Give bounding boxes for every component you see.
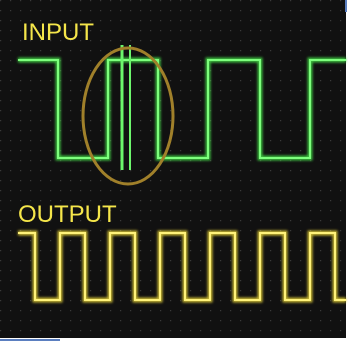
output-label: OUTPUT	[18, 201, 117, 228]
grid-dots	[0, 0, 346, 338]
input-label: INPUT	[22, 19, 94, 46]
scope-screen: INPUT OUTPUT	[0, 0, 354, 345]
page: {"labels": {"input": "INPUT", "output": …	[0, 0, 354, 345]
